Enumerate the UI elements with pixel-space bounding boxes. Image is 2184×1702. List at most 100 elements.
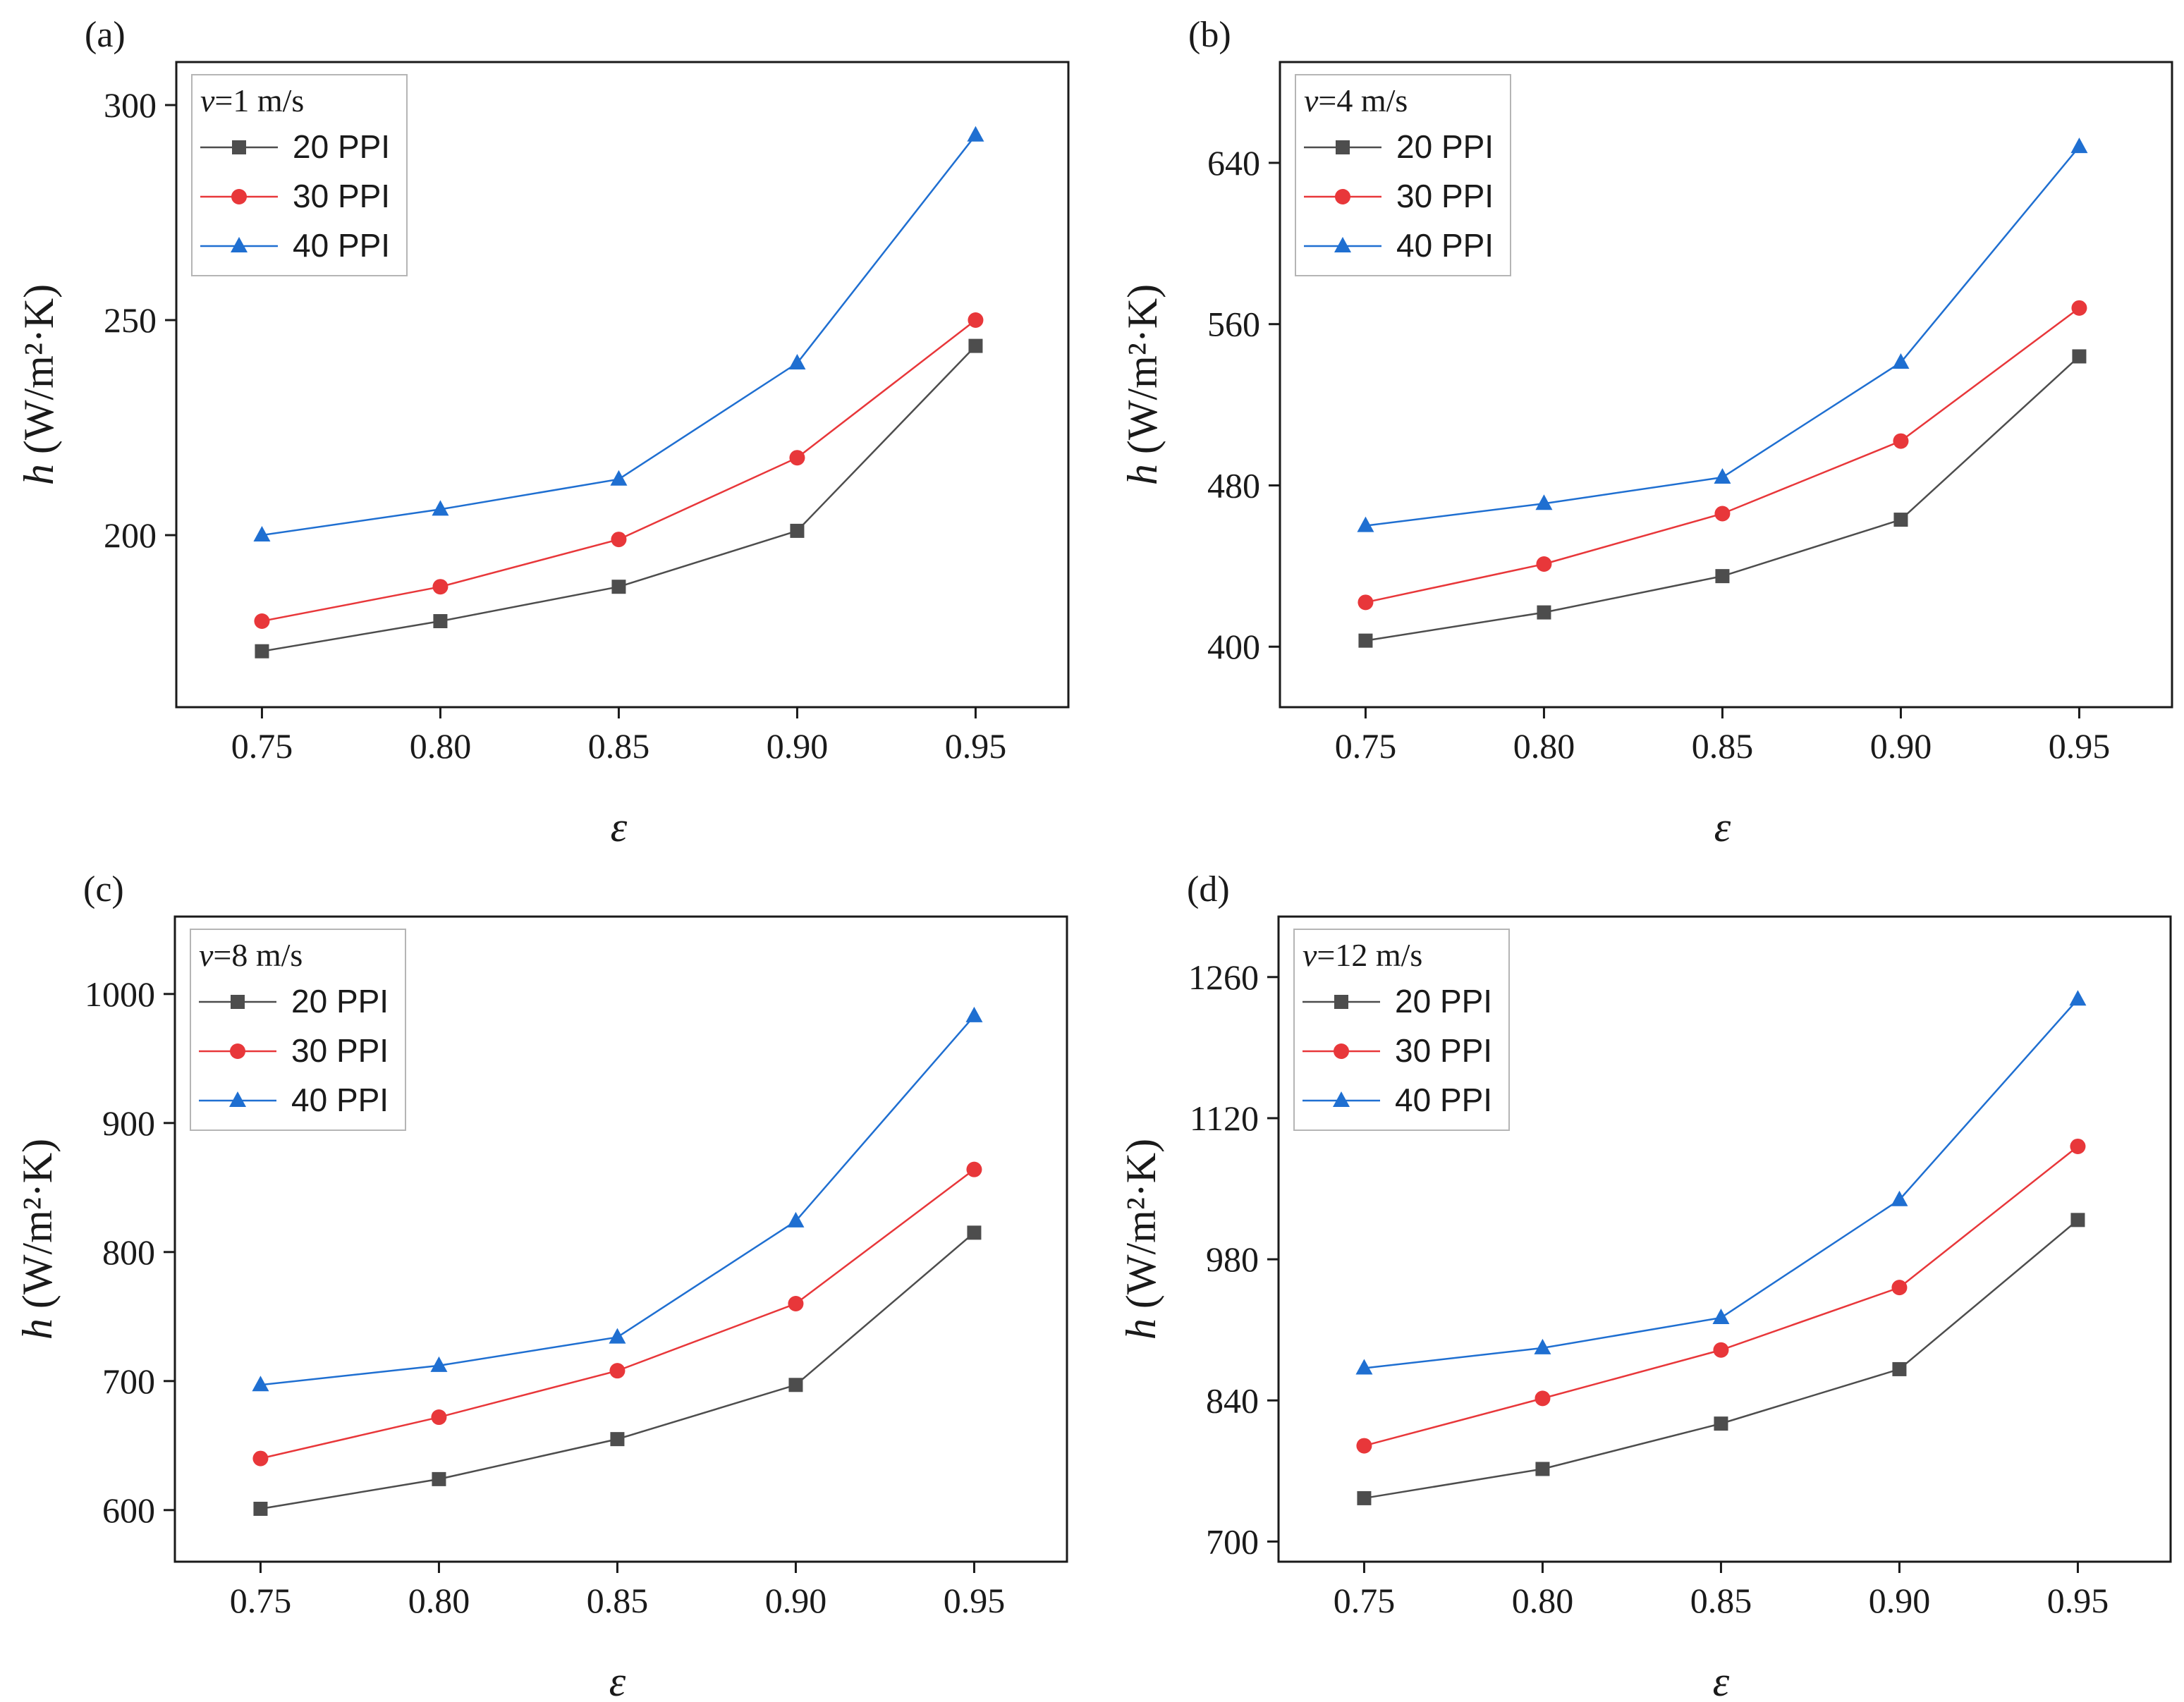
x-tick-label: 0.85 — [588, 726, 650, 766]
data-point — [431, 1409, 447, 1426]
data-point — [2070, 1213, 2085, 1227]
data-point — [1891, 1280, 1908, 1296]
y-tick-label: 1120 — [1190, 1098, 1259, 1138]
data-point — [1893, 433, 1909, 449]
panel-label: (a) — [85, 15, 126, 55]
data-point — [253, 526, 271, 541]
x-tick-label: 0.95 — [2049, 726, 2111, 766]
x-tick-label: 0.75 — [231, 726, 293, 766]
y-tick-label: 1000 — [85, 974, 155, 1014]
legend-label: 40 PPI — [293, 227, 390, 264]
x-tick-label: 0.75 — [1335, 726, 1397, 766]
legend-box — [191, 74, 408, 276]
y-axis-title: h (W/m²·K) — [1119, 284, 1166, 485]
data-point — [788, 354, 806, 369]
y-axis-unit: (W/m²·K) — [16, 284, 62, 454]
y-tick-label: 800 — [102, 1232, 155, 1272]
y-tick-label: 300 — [104, 85, 157, 125]
data-point — [1535, 494, 1553, 510]
data-point — [1714, 468, 1731, 484]
data-point — [1358, 594, 1374, 611]
legend-item: 30 PPI — [1303, 1032, 1492, 1069]
data-point — [968, 338, 983, 353]
legend-title: v=4 m/s — [1304, 82, 1408, 118]
data-point — [965, 1006, 983, 1022]
data-point — [1357, 516, 1374, 532]
legend-marker — [231, 237, 248, 252]
y-tick-label: 700 — [102, 1361, 155, 1401]
legend-item: 40 PPI — [1303, 1082, 1492, 1118]
data-point — [790, 523, 805, 538]
data-point — [1355, 1359, 1373, 1375]
legend-title-rest: =12 m/s — [1317, 937, 1422, 973]
legend-item: 40 PPI — [199, 1082, 389, 1118]
legend-title-rest: =8 m/s — [213, 937, 303, 973]
legend: v=1 m/s 20 PPI 30 PPI 40 PPI — [191, 74, 408, 276]
legend-item: 30 PPI — [200, 178, 390, 214]
legend-box — [1293, 929, 1510, 1131]
series-line — [1364, 1219, 2079, 1500]
y-tick-label: 200 — [104, 515, 157, 555]
legend-label: 20 PPI — [1396, 128, 1494, 165]
x-tick-label: 0.80 — [410, 726, 472, 766]
data-point — [2071, 300, 2087, 316]
legend-title: v=8 m/s — [199, 937, 303, 973]
data-point — [430, 1356, 448, 1372]
y-tick-label: 600 — [102, 1490, 155, 1530]
y-axis-symbol: h — [1119, 464, 1166, 485]
legend-marker — [1334, 237, 1351, 252]
legend-label: 40 PPI — [291, 1082, 389, 1118]
y-tick-label: 480 — [1207, 465, 1260, 505]
plot-frame — [1277, 915, 2172, 1563]
x-tick-label: 0.80 — [1513, 726, 1575, 766]
data-point — [2072, 349, 2087, 364]
data-point — [253, 1501, 268, 1516]
legend: v=4 m/s 20 PPI 30 PPI 40 PPI — [1295, 74, 1511, 276]
data-point — [1714, 506, 1731, 522]
legend-title-var: v — [1304, 82, 1319, 118]
x-tick-label: 0.90 — [767, 726, 829, 766]
legend-item: 40 PPI — [1304, 227, 1494, 264]
x-tick-label: 0.75 — [1334, 1581, 1396, 1620]
x-tick-label: 0.95 — [945, 726, 1007, 766]
legend-box — [190, 929, 406, 1131]
legend-label: 20 PPI — [293, 128, 390, 165]
legend-box — [1295, 74, 1511, 276]
data-point — [789, 450, 805, 466]
data-point — [610, 470, 628, 486]
x-axis-title: ε — [611, 804, 628, 850]
data-point — [1891, 1190, 1908, 1206]
y-axis-title: h (W/m²·K) — [1118, 1139, 1164, 1340]
plot-frame — [1279, 61, 2173, 709]
legend-marker — [229, 1091, 246, 1107]
legend-item: 20 PPI — [1303, 983, 1492, 1020]
data-point — [1358, 633, 1373, 648]
legend: v=12 m/s 20 PPI 30 PPI 40 PPI — [1293, 929, 1510, 1131]
legend-title-rest: =4 m/s — [1318, 82, 1408, 118]
data-point — [1893, 513, 1908, 527]
data-point — [1356, 1438, 1372, 1454]
x-tick-label: 0.80 — [1512, 1581, 1574, 1620]
x-axis-title: ε — [1714, 804, 1731, 850]
legend-label: 40 PPI — [1396, 227, 1494, 264]
data-point — [432, 500, 449, 516]
data-point — [1715, 569, 1730, 584]
series-line — [260, 1168, 975, 1459]
data-point — [1892, 1361, 1907, 1376]
legend-label: 20 PPI — [291, 983, 389, 1020]
data-point — [787, 1211, 805, 1227]
series-line — [1364, 1145, 2079, 1447]
chart-panel-c: (c) 0.75 0.80 0.85 0.90 0.95 600 700 800 900 1000 ε… — [14, 869, 1068, 1702]
y-tick-label: 980 — [1206, 1239, 1259, 1279]
data-point — [788, 1296, 804, 1311]
legend-marker — [232, 140, 246, 154]
y-axis-unit: (W/m²·K) — [1119, 284, 1166, 454]
data-point — [1357, 1490, 1372, 1505]
x-tick-label: 0.85 — [1690, 1581, 1752, 1620]
x-tick-label: 0.80 — [408, 1581, 470, 1620]
x-tick-label: 0.90 — [1870, 726, 1932, 766]
chart-panel-a: (a) 0.75 0.80 0.85 0.90 0.95 200 250 300 ε h (W/m²·… — [16, 15, 1070, 850]
legend-marker — [1334, 995, 1348, 1009]
legend-item: 20 PPI — [200, 128, 390, 165]
